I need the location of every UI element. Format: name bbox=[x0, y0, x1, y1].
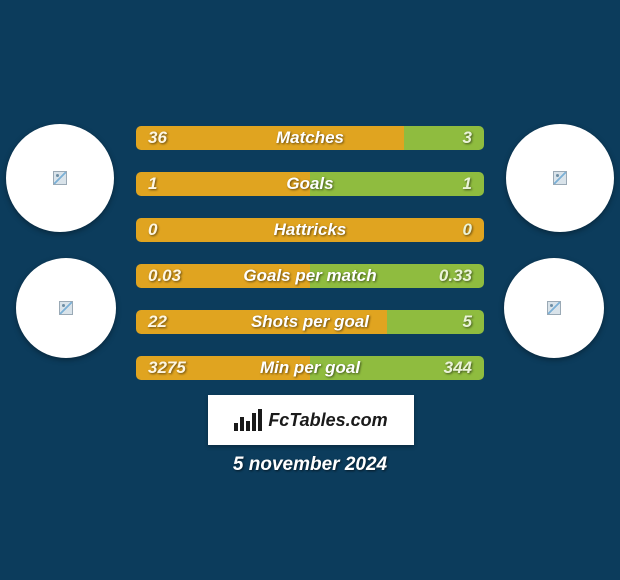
player2-club-badge bbox=[504, 258, 604, 358]
image-placeholder-icon bbox=[59, 301, 73, 315]
stat-row: Matches36 3 bbox=[136, 126, 484, 150]
stat-row: Shots per goal22 5 bbox=[136, 310, 484, 334]
player1-avatar bbox=[6, 124, 114, 232]
stat-value-right: 3 bbox=[463, 128, 472, 148]
stat-row: Goals1 1 bbox=[136, 172, 484, 196]
stat-label: Shots per goal bbox=[136, 312, 484, 332]
stat-value-right: 344 bbox=[444, 358, 472, 378]
brand-box: FcTables.com bbox=[208, 395, 414, 445]
stat-value-left: 0.03 bbox=[148, 266, 181, 286]
comparison-bars: Matches36 3 Goals1 1 Hattricks0 0 Goals per ma… bbox=[136, 126, 484, 402]
image-placeholder-icon bbox=[547, 301, 561, 315]
stat-label: Hattricks bbox=[136, 220, 484, 240]
brand-chart-icon bbox=[234, 409, 262, 431]
brand-text: FcTables.com bbox=[268, 410, 387, 431]
stat-row: Min per goal3275 344 bbox=[136, 356, 484, 380]
stat-value-right: 5 bbox=[463, 312, 472, 332]
stat-value-right: 1 bbox=[463, 174, 472, 194]
stat-value-left: 0 bbox=[148, 220, 157, 240]
stat-value-right: 0 bbox=[463, 220, 472, 240]
stat-row: Hattricks0 0 bbox=[136, 218, 484, 242]
player2-avatar bbox=[506, 124, 614, 232]
date-text: 5 november 2024 bbox=[0, 454, 620, 476]
player1-club-badge bbox=[16, 258, 116, 358]
image-placeholder-icon bbox=[53, 171, 67, 185]
image-placeholder-icon bbox=[553, 171, 567, 185]
stat-row: Goals per match0.03 0.33 bbox=[136, 264, 484, 288]
left-avatars bbox=[6, 124, 116, 358]
stat-value-left: 1 bbox=[148, 174, 157, 194]
stat-label: Min per goal bbox=[136, 358, 484, 378]
infographic-root: Gil vs Luan Peres Club competitions, Sea… bbox=[0, 0, 620, 580]
stat-value-left: 3275 bbox=[148, 358, 186, 378]
stat-value-left: 36 bbox=[148, 128, 167, 148]
stat-value-right: 0.33 bbox=[439, 266, 472, 286]
right-avatars bbox=[506, 124, 614, 358]
stat-value-left: 22 bbox=[148, 312, 167, 332]
stat-label: Goals per match bbox=[136, 266, 484, 286]
stat-label: Matches bbox=[136, 128, 484, 148]
stat-label: Goals bbox=[136, 174, 484, 194]
